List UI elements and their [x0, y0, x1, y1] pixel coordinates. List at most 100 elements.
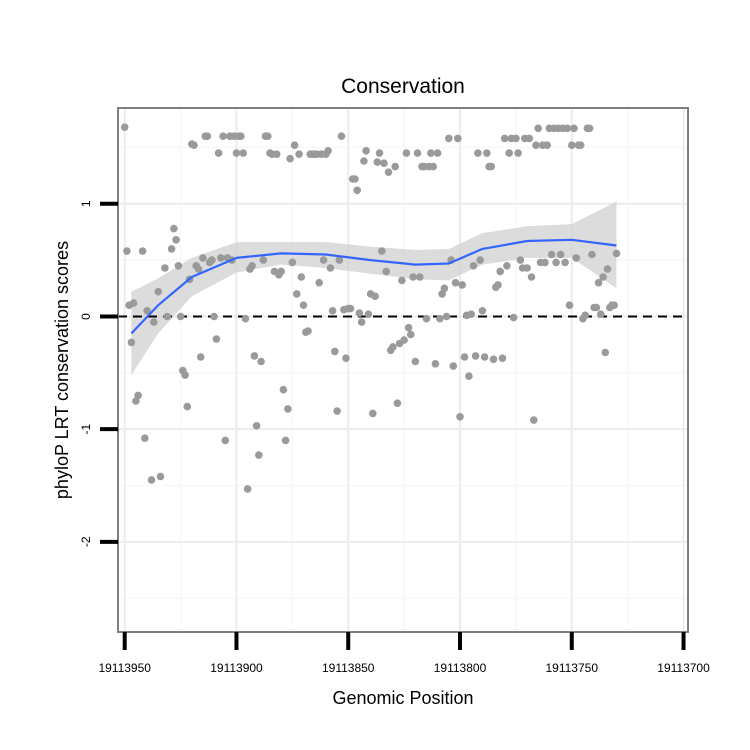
data-point [324, 147, 332, 155]
panel-border [117, 107, 689, 633]
data-point [581, 311, 589, 320]
data-point [440, 284, 449, 293]
data-point [239, 149, 247, 157]
data-point [469, 262, 478, 270]
data-point [375, 149, 384, 157]
data-point [422, 314, 431, 323]
data-point [326, 264, 335, 272]
data-point [471, 352, 480, 360]
data-point [176, 312, 185, 321]
data-point [480, 353, 489, 361]
data-point [516, 256, 525, 264]
data-point [315, 278, 324, 287]
data-point [250, 352, 259, 360]
data-point [433, 149, 442, 157]
data-point [123, 247, 131, 255]
data-point [458, 281, 467, 289]
data-point [429, 162, 438, 171]
data-point [407, 330, 415, 339]
data-point [498, 354, 507, 363]
data-point [445, 134, 453, 143]
data-point [237, 132, 245, 140]
data-point [232, 149, 241, 157]
data-point [563, 124, 572, 133]
data-point [174, 262, 183, 270]
data-point [170, 224, 178, 233]
data-point [436, 314, 444, 323]
data-point [402, 149, 411, 157]
smooth-line-layer [130, 238, 617, 335]
data-point [514, 149, 522, 157]
data-point [500, 134, 509, 143]
data-point [489, 355, 498, 364]
data-point [534, 124, 542, 133]
data-point [241, 314, 250, 323]
data-point [467, 310, 476, 319]
data-point [208, 256, 216, 264]
data-point [214, 149, 223, 157]
data-point [199, 254, 207, 262]
data-point [404, 323, 413, 332]
data-point [369, 409, 377, 418]
data-point [449, 362, 458, 370]
data-point [141, 434, 149, 443]
data-point [163, 312, 171, 321]
data-point [572, 254, 580, 262]
data-point [272, 150, 281, 158]
data-point [570, 124, 578, 133]
data-point [382, 267, 391, 276]
data-point [431, 360, 440, 368]
y-tick-label: -1 [79, 424, 93, 435]
data-point [351, 175, 359, 183]
data-point [357, 318, 366, 326]
data-point [335, 256, 344, 264]
data-point [413, 149, 422, 157]
data-point [610, 301, 618, 310]
data-point [284, 405, 292, 413]
data-point [297, 273, 306, 281]
data-point [143, 307, 151, 315]
data-point [138, 247, 147, 255]
data-point [362, 147, 370, 155]
x-tick-label: 19113900 [210, 661, 263, 675]
data-point [210, 312, 218, 321]
data-point [167, 245, 176, 253]
data-point [585, 124, 594, 133]
data-point [221, 436, 230, 445]
data-point [552, 258, 560, 267]
data-point [460, 353, 469, 361]
data-point [150, 318, 158, 326]
data-point [364, 310, 373, 319]
data-point [483, 149, 491, 157]
data-point [384, 168, 393, 176]
y-tick-label: -2 [79, 536, 93, 547]
data-point [286, 154, 294, 163]
data-point [527, 273, 536, 281]
data-point [523, 264, 531, 272]
data-point [281, 436, 290, 445]
data-point [257, 357, 265, 366]
data-point [331, 347, 339, 356]
data-point [389, 343, 397, 351]
loess-smooth-line [130, 238, 617, 335]
data-point [277, 267, 286, 276]
data-point [556, 250, 565, 259]
data-point [293, 290, 301, 298]
data-point [156, 472, 165, 481]
data-point [476, 256, 484, 264]
x-tick-label: 19113850 [322, 661, 375, 675]
data-point [597, 310, 605, 319]
data-point [147, 476, 156, 484]
grid [118, 108, 688, 632]
data-point [496, 267, 505, 276]
y-tick-label: 1 [79, 200, 93, 207]
data-point [565, 301, 574, 310]
data-point [474, 149, 482, 157]
confidence-band-layer [131, 201, 617, 376]
data-point [525, 134, 534, 143]
data-point [391, 162, 400, 171]
data-point [454, 134, 462, 143]
data-point [328, 307, 337, 315]
data-point [243, 485, 252, 493]
